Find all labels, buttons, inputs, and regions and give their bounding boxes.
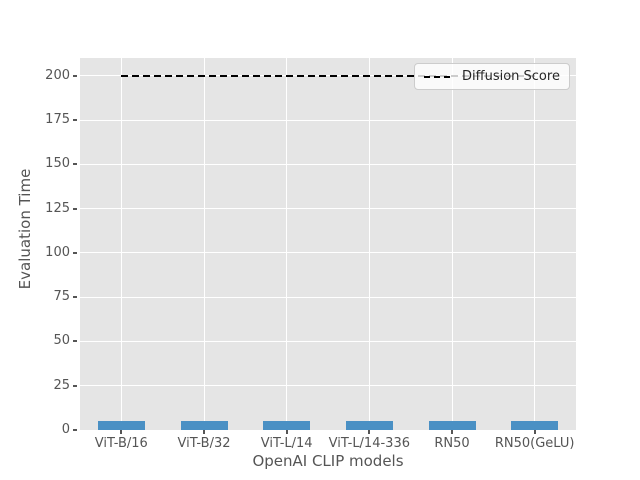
x-axis-label: OpenAI CLIP models	[252, 452, 404, 470]
x-tick-label: ViT-L/14-336	[328, 436, 410, 451]
y-tick-mark	[73, 163, 77, 166]
legend: Diffusion Score	[414, 63, 570, 90]
y-tick-label: 0	[61, 422, 70, 437]
bar-ViT-B/32	[180, 421, 228, 430]
y-tick-label: 150	[45, 156, 70, 172]
y-tick-label: 25	[53, 377, 70, 393]
reference-line	[121, 74, 535, 77]
v-gridline	[203, 58, 205, 430]
v-gridline	[120, 58, 122, 430]
y-tick-label: 125	[45, 200, 70, 216]
y-tick-label: 100	[45, 244, 70, 260]
y-tick-mark	[73, 119, 77, 121]
v-gridline	[534, 58, 536, 430]
bar-ViT-L/14	[263, 421, 311, 430]
y-tick-mark	[73, 296, 77, 299]
x-tick-mark	[203, 430, 205, 434]
h-gridline	[80, 252, 576, 254]
h-gridline	[80, 340, 576, 342]
v-gridline	[451, 58, 453, 430]
v-gridline	[368, 58, 370, 430]
y-axis-label: Evaluation Time	[16, 168, 34, 290]
y-tick-label: 50	[53, 333, 70, 349]
x-tick-mark	[533, 430, 536, 434]
y-tick-label: 75	[53, 289, 70, 305]
x-tick-mark	[451, 430, 453, 434]
y-tick-mark	[73, 207, 77, 210]
x-tick-label: ViT-L/14	[260, 436, 313, 451]
h-gridline	[80, 208, 576, 210]
dashed-line-legend-icon	[424, 75, 454, 78]
y-tick-label: 175	[45, 112, 70, 127]
y-tick-label: 200	[45, 67, 70, 83]
y-tick-mark	[73, 384, 77, 387]
x-tick-mark	[285, 430, 288, 434]
y-tick-mark	[73, 251, 77, 254]
y-tick-mark	[73, 74, 77, 77]
h-gridline	[80, 119, 576, 121]
y-tick-mark	[73, 340, 77, 343]
v-gridline	[286, 58, 288, 430]
plot-area	[80, 58, 576, 430]
x-tick-label: ViT-B/32	[177, 436, 231, 451]
bar-ViT-B/16	[97, 421, 145, 430]
h-gridline	[80, 163, 576, 165]
x-tick-label: RN50	[434, 436, 470, 451]
bar-ViT-L/14-336	[345, 421, 393, 430]
x-tick-label: ViT-B/16	[94, 436, 148, 451]
bar-RN50	[428, 421, 476, 430]
legend-label: Diffusion Score	[462, 69, 560, 84]
y-tick-mark	[73, 429, 77, 431]
x-tick-label: RN50(GeLU)	[494, 436, 575, 451]
x-tick-mark	[368, 430, 371, 434]
bar-RN50(GeLU)	[511, 421, 559, 430]
h-gridline	[80, 385, 576, 387]
h-gridline	[80, 296, 576, 298]
x-tick-mark	[120, 430, 123, 434]
